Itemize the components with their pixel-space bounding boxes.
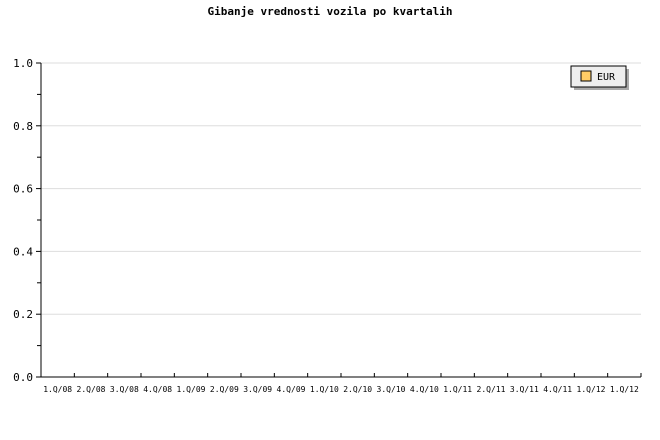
legend-label-eur: EUR bbox=[597, 72, 616, 83]
x-tick-label: 1.Q/08 bbox=[43, 385, 72, 394]
x-tick-label: 3.Q/09 bbox=[243, 385, 272, 394]
y-tick-label: 0.4 bbox=[13, 245, 33, 258]
x-tick-label: 1.Q/10 bbox=[310, 385, 339, 394]
x-tick-label: 2.Q/11 bbox=[477, 385, 506, 394]
y-tick-label: 0.8 bbox=[13, 120, 33, 133]
y-tick-label: 0.6 bbox=[13, 183, 33, 196]
x-tick-label: 4.Q/09 bbox=[277, 385, 306, 394]
y-tick-label: 0.2 bbox=[13, 308, 33, 321]
x-tick-label: 4.Q/10 bbox=[410, 385, 439, 394]
x-tick-label: 1.Q/12 bbox=[577, 385, 606, 394]
x-tick-label: 4.Q/08 bbox=[143, 385, 172, 394]
x-tick-label: 3.Q/08 bbox=[110, 385, 139, 394]
x-tick-label: 1.Q/12 bbox=[610, 385, 639, 394]
x-tick-label: 2.Q/09 bbox=[210, 385, 239, 394]
x-tick-label: 4.Q/11 bbox=[543, 385, 572, 394]
y-tick-label: 0.0 bbox=[13, 371, 33, 384]
chart-title: Gibanje vrednosti vozila po kvartalih bbox=[207, 5, 452, 18]
x-tick-label: 1.Q/11 bbox=[443, 385, 472, 394]
x-tick-label: 2.Q/10 bbox=[343, 385, 372, 394]
x-tick-label: 2.Q/08 bbox=[77, 385, 106, 394]
x-tick-label: 1.Q/09 bbox=[177, 385, 206, 394]
x-tick-label: 3.Q/11 bbox=[510, 385, 539, 394]
y-tick-label: 1.0 bbox=[13, 57, 33, 70]
x-tick-label: 3.Q/10 bbox=[377, 385, 406, 394]
legend: EUR bbox=[570, 65, 629, 90]
legend-swatch-eur bbox=[580, 70, 592, 82]
